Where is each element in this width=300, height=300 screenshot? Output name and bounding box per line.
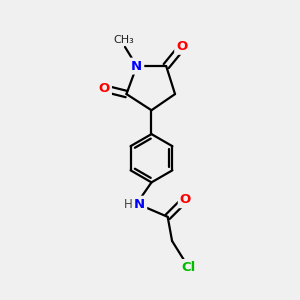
Text: O: O bbox=[99, 82, 110, 95]
Text: Cl: Cl bbox=[181, 261, 195, 274]
Text: O: O bbox=[180, 193, 191, 206]
Text: CH₃: CH₃ bbox=[113, 34, 134, 45]
Text: H: H bbox=[124, 198, 133, 211]
Text: N: N bbox=[134, 198, 145, 211]
Text: O: O bbox=[176, 40, 188, 53]
Text: N: N bbox=[131, 60, 142, 73]
